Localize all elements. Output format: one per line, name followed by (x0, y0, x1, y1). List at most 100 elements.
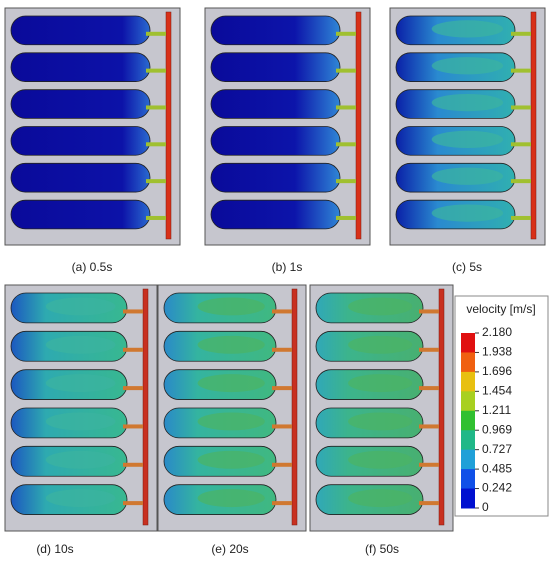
inlet-pipe (336, 68, 356, 73)
inlet-pipe (511, 105, 531, 110)
inlet-pipe (123, 424, 143, 429)
flow-region (197, 412, 265, 431)
colorbar: velocity [m/s] 2.180 1.938 1.696 1.454 1.211… (454, 295, 549, 517)
inlet-pipe (511, 142, 531, 147)
inlet-pipe (336, 179, 356, 184)
panel-caption: (c) 5s (452, 260, 482, 274)
panels (4, 7, 546, 532)
tank (10, 162, 151, 193)
simulation-panel (389, 7, 546, 246)
colorbar-band (461, 391, 475, 412)
inlet-pipe (336, 105, 356, 110)
inlet-pipe (336, 142, 356, 147)
flow-region (45, 374, 116, 393)
flow-region (197, 489, 265, 508)
colorbar-band (461, 488, 475, 509)
simulation-panel (204, 7, 371, 246)
flow-region (348, 412, 413, 431)
inlet-pipe (336, 215, 356, 220)
inlet-pipe (419, 347, 439, 352)
inlet-pipe (123, 386, 143, 391)
tank (10, 52, 151, 82)
colorbar-label: 1.938 (482, 345, 512, 359)
flow-region (45, 450, 116, 469)
tank (210, 126, 341, 156)
inlet-pipe (419, 309, 439, 314)
inlet-pipe (123, 309, 143, 314)
inlet-pipe (146, 31, 166, 36)
inlet-pipe (511, 215, 531, 220)
inlet-pipe (511, 68, 531, 73)
simulation-panel (309, 284, 454, 532)
flow-region (45, 489, 116, 508)
flow-region (45, 412, 116, 431)
panel-caption: (d) 10s (36, 542, 73, 556)
flow-region (431, 204, 504, 222)
inlet-pipe (272, 462, 292, 467)
flow-region (348, 335, 413, 354)
flow-region (431, 130, 504, 149)
tank (210, 15, 341, 46)
tank (10, 126, 151, 156)
inlet-pipe (419, 501, 439, 506)
colorbar-band (461, 410, 475, 431)
inlet-pipe (146, 215, 166, 220)
flow-region (45, 297, 116, 316)
colorbar-band (461, 430, 475, 451)
colorbar-label: 0.242 (482, 481, 512, 495)
colorbar-label: 0 (482, 500, 489, 514)
simulation-panel (4, 7, 181, 246)
flow-region (197, 297, 265, 316)
manifold-pipe (530, 11, 537, 240)
colorbar-band (461, 449, 475, 470)
flow-region (431, 20, 504, 38)
manifold-pipe (355, 11, 362, 240)
tank (210, 162, 341, 193)
inlet-pipe (272, 386, 292, 391)
flow-region (348, 297, 413, 316)
tank (10, 89, 151, 119)
inlet-pipe (123, 462, 143, 467)
colorbar-title: velocity [m/s] (466, 302, 535, 316)
inlet-pipe (123, 501, 143, 506)
simulation-panel (4, 284, 158, 532)
inlet-pipe (272, 424, 292, 429)
flow-region (197, 450, 265, 469)
inlet-pipe (146, 68, 166, 73)
inlet-pipe (146, 105, 166, 110)
inlet-pipe (146, 142, 166, 147)
colorbar-label: 2.180 (482, 325, 512, 339)
manifold-pipe (165, 11, 172, 240)
inlet-pipe (419, 424, 439, 429)
inlet-pipe (336, 31, 356, 36)
colorbar-label: 0.727 (482, 442, 512, 456)
colorbar-band (461, 333, 475, 353)
flow-region (197, 374, 265, 393)
colorbar-band (461, 469, 475, 490)
flow-region (348, 450, 413, 469)
panel-caption: (f) 50s (365, 542, 399, 556)
panel-caption: (a) 0.5s (72, 260, 113, 274)
flow-region (45, 335, 116, 354)
panel-caption: (b) 1s (272, 260, 303, 274)
inlet-pipe (146, 179, 166, 184)
inlet-pipe (511, 179, 531, 184)
tank (10, 15, 151, 46)
panel-caption: (e) 20s (211, 542, 248, 556)
manifold-pipe (291, 288, 298, 526)
flow-region (197, 335, 265, 354)
colorbar-band (461, 352, 475, 373)
tank (10, 199, 151, 230)
flow-region (348, 374, 413, 393)
tank (210, 89, 341, 119)
colorbar-label: 1.211 (482, 403, 511, 417)
inlet-pipe (272, 501, 292, 506)
colorbar-band (461, 371, 475, 392)
inlet-pipe (419, 386, 439, 391)
simulation-panel (157, 284, 307, 532)
flow-region (431, 93, 504, 112)
flow-region (431, 167, 504, 185)
manifold-pipe (438, 288, 445, 526)
inlet-pipe (419, 462, 439, 467)
